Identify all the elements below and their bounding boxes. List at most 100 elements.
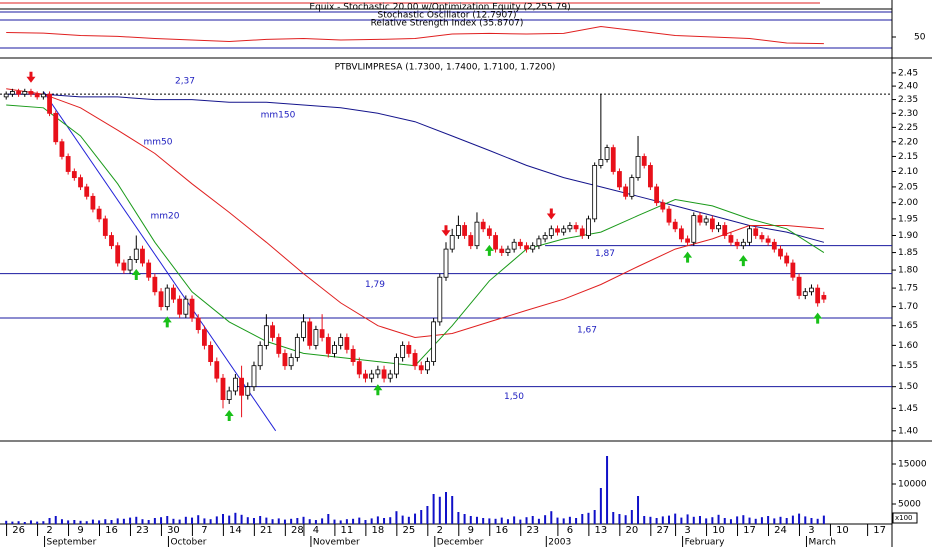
volume-bar (5, 520, 8, 524)
volume-bar (463, 514, 466, 524)
buy-arrow (162, 316, 172, 328)
volume-bar (191, 517, 194, 524)
candle-body (666, 208, 672, 223)
candle-body (462, 225, 467, 236)
buy-arrow (813, 312, 823, 324)
indicator-title: Equix - Stochastic 20.00 w/Optimization … (309, 3, 570, 13)
candle-body (294, 337, 300, 358)
candle-body (133, 248, 139, 260)
candle-body (22, 91, 28, 95)
candle-body (672, 221, 678, 230)
volume-bar (364, 520, 367, 524)
chart-title: PTBVLIMPRESA (1.7300, 1.7400, 1.7100, 1.… (335, 63, 556, 73)
volume-bar (494, 518, 497, 524)
x-tick-label: 28 (291, 525, 304, 536)
volume-bar (321, 518, 324, 524)
candle-body (716, 225, 721, 230)
volume-bar (729, 519, 732, 524)
x-tick-label: 18 (371, 525, 384, 536)
volume-bar (302, 516, 305, 524)
x-tick-label: 13 (594, 525, 607, 536)
x-tick-label: 26 (12, 525, 25, 536)
candle-body (765, 238, 771, 243)
volume-bar (562, 518, 565, 524)
volume-bar (209, 519, 212, 524)
indicator-tick-label: 50 (914, 33, 926, 43)
candle-body (493, 235, 498, 250)
candle-body (821, 295, 827, 300)
candle-body (486, 228, 492, 236)
candle-body (288, 357, 294, 367)
candle-body (251, 365, 257, 388)
x-tick-label: 7 (201, 525, 207, 536)
candle-body (332, 345, 337, 354)
volume-bar (290, 518, 293, 524)
candle-body (394, 357, 399, 375)
x-tick-label: 14 (229, 525, 242, 536)
volume-bar (327, 514, 330, 524)
volume-bar (816, 518, 819, 524)
volume-bar (717, 514, 720, 524)
candle-body (102, 218, 108, 236)
candle-body (245, 386, 251, 396)
volume-bar (79, 520, 82, 524)
candle-body (437, 276, 443, 323)
volume-bar (147, 520, 150, 524)
candle-body (109, 235, 114, 247)
volume-bar (339, 520, 342, 524)
volume-bar (376, 516, 379, 524)
candle-body (809, 287, 814, 293)
volume-bar (537, 518, 540, 524)
candle-body (561, 228, 567, 233)
candle-body (759, 235, 765, 240)
volume-bar (637, 496, 640, 524)
x-tick-label: 11 (341, 525, 354, 536)
candle-body (771, 241, 777, 250)
volume-bar (698, 516, 701, 524)
candle-body (47, 93, 52, 114)
volume-bar (389, 517, 392, 524)
sell-arrow (26, 71, 36, 83)
indicator-title: Stochastic Oscillator (12.7907) (377, 11, 516, 21)
y-tick-label: 1.45 (898, 404, 918, 414)
volume-bar (345, 519, 348, 524)
candle-body (177, 298, 183, 315)
volume-bar (451, 496, 454, 524)
candle-body (257, 345, 263, 367)
x-tick-label: 23 (136, 525, 149, 536)
candle-body (511, 241, 517, 250)
volume-unit: x100 (895, 514, 913, 522)
candle-body (239, 377, 244, 396)
candle-body (276, 337, 282, 354)
volume-bar (482, 518, 485, 524)
x-tick-label: 3 (684, 525, 690, 536)
volume-bar (711, 517, 714, 524)
volume-bar (153, 518, 156, 524)
volume-bar (352, 518, 355, 524)
y-tick-label: 2.10 (898, 167, 918, 177)
volume-bar (234, 512, 237, 524)
volume-bar (513, 516, 516, 524)
candle-body (709, 218, 715, 230)
candle-body (65, 156, 71, 172)
y-tick-label: 2.45 (898, 68, 918, 78)
candle-body (40, 93, 46, 98)
volume-bar (370, 518, 373, 524)
volume-bar (612, 512, 615, 524)
volume-bar (54, 516, 57, 524)
volume-bar (296, 518, 299, 524)
candle-body (691, 215, 697, 243)
volume-bar (643, 516, 646, 524)
x-tick-label: 20 (625, 525, 638, 536)
x-tick-label: 6 (567, 525, 573, 536)
x-tick-label: 9 (468, 525, 474, 536)
candle-body (59, 141, 65, 157)
volume-bar (618, 514, 621, 524)
volume-tick-label: 15000 (898, 460, 927, 470)
candle-body (381, 369, 387, 379)
candle-body (443, 248, 449, 278)
candle-body (790, 262, 796, 278)
volume-bar (575, 518, 578, 524)
ma-label: mm50 (144, 138, 173, 148)
